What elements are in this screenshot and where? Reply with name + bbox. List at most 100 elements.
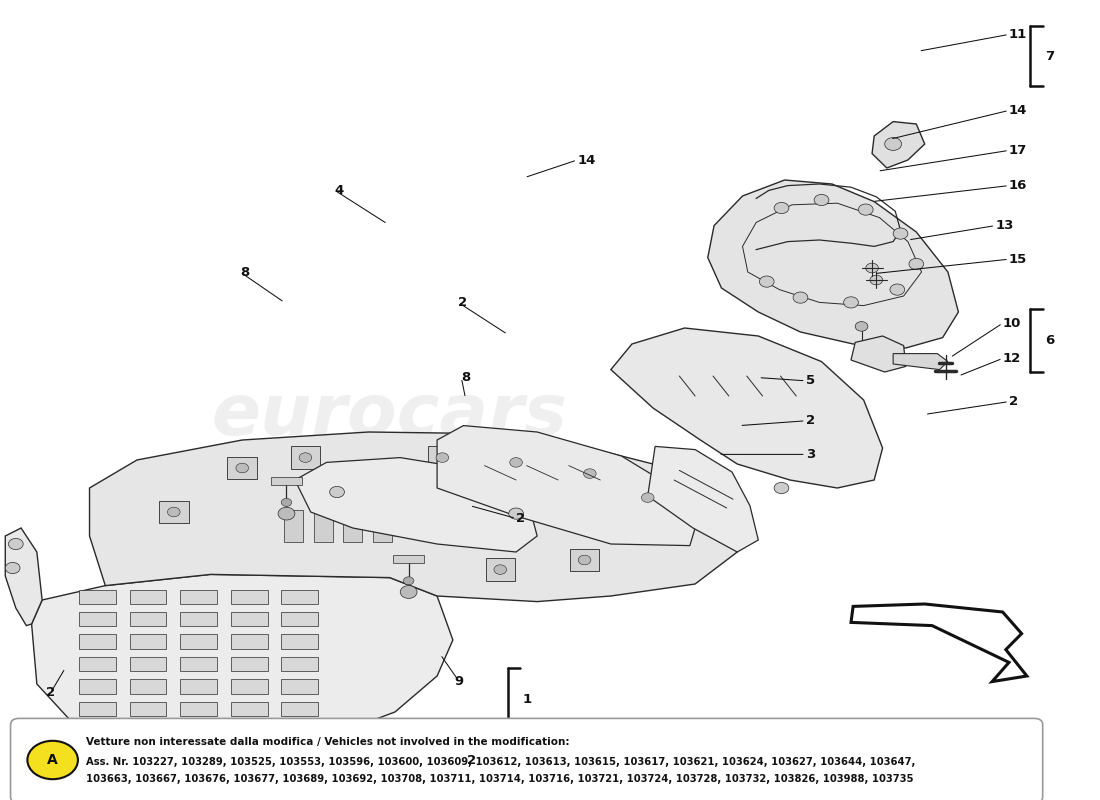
Text: 103663, 103667, 103676, 103677, 103689, 103692, 103708, 103711, 103714, 103716, : 103663, 103667, 103676, 103677, 103689, … xyxy=(87,774,914,784)
Text: 1: 1 xyxy=(522,693,531,706)
Text: 2: 2 xyxy=(516,512,525,525)
Polygon shape xyxy=(851,336,905,372)
Circle shape xyxy=(244,762,261,774)
Polygon shape xyxy=(295,458,537,552)
FancyBboxPatch shape xyxy=(180,612,217,626)
Circle shape xyxy=(436,453,449,462)
FancyBboxPatch shape xyxy=(130,657,166,671)
Text: 4: 4 xyxy=(334,184,344,197)
Polygon shape xyxy=(648,446,758,552)
FancyBboxPatch shape xyxy=(314,510,333,542)
FancyBboxPatch shape xyxy=(79,590,116,604)
Circle shape xyxy=(167,507,180,517)
Text: Ass. Nr. 103227, 103289, 103525, 103553, 103596, 103600, 103609, 103612, 103613,: Ass. Nr. 103227, 103289, 103525, 103553,… xyxy=(87,757,915,766)
Text: A: A xyxy=(47,753,58,767)
Polygon shape xyxy=(872,122,925,168)
Text: 2: 2 xyxy=(805,414,815,427)
Circle shape xyxy=(909,258,924,270)
Circle shape xyxy=(759,276,774,287)
Text: 16: 16 xyxy=(1009,179,1027,192)
FancyBboxPatch shape xyxy=(231,634,267,649)
Text: 3: 3 xyxy=(805,448,815,461)
FancyBboxPatch shape xyxy=(373,510,392,542)
FancyBboxPatch shape xyxy=(271,477,303,485)
Circle shape xyxy=(774,482,789,494)
FancyBboxPatch shape xyxy=(79,634,116,649)
Circle shape xyxy=(235,463,249,473)
FancyBboxPatch shape xyxy=(282,634,318,649)
Circle shape xyxy=(508,508,524,519)
FancyBboxPatch shape xyxy=(570,549,600,571)
Circle shape xyxy=(583,469,596,478)
FancyBboxPatch shape xyxy=(282,590,318,604)
Circle shape xyxy=(855,322,868,331)
Text: 8: 8 xyxy=(240,266,250,278)
Text: 15: 15 xyxy=(1009,253,1027,266)
Text: 7: 7 xyxy=(1045,50,1054,62)
Text: 6: 6 xyxy=(1045,334,1054,347)
FancyBboxPatch shape xyxy=(343,510,362,542)
FancyBboxPatch shape xyxy=(393,555,425,563)
Text: 12: 12 xyxy=(1003,352,1021,365)
FancyBboxPatch shape xyxy=(282,657,318,671)
Text: 9: 9 xyxy=(454,675,464,688)
Text: 14: 14 xyxy=(578,154,595,166)
Circle shape xyxy=(6,562,20,574)
FancyBboxPatch shape xyxy=(282,702,318,716)
Circle shape xyxy=(282,498,292,506)
Text: 8: 8 xyxy=(461,371,471,384)
Circle shape xyxy=(129,762,145,774)
FancyBboxPatch shape xyxy=(485,558,515,581)
FancyBboxPatch shape xyxy=(160,501,188,523)
Circle shape xyxy=(844,297,858,308)
Polygon shape xyxy=(851,604,1027,682)
Polygon shape xyxy=(610,328,882,488)
Circle shape xyxy=(404,577,414,585)
FancyBboxPatch shape xyxy=(231,702,267,716)
Text: Vetture non interessate dalla modifica / Vehicles not involved in the modificati: Vetture non interessate dalla modifica /… xyxy=(87,738,570,747)
Polygon shape xyxy=(707,180,958,348)
Text: 2: 2 xyxy=(459,296,468,309)
FancyBboxPatch shape xyxy=(231,612,267,626)
FancyBboxPatch shape xyxy=(290,446,320,469)
Circle shape xyxy=(308,762,324,774)
Circle shape xyxy=(884,138,902,150)
Text: 14: 14 xyxy=(1009,104,1027,117)
Circle shape xyxy=(858,204,873,215)
FancyBboxPatch shape xyxy=(79,679,116,694)
FancyBboxPatch shape xyxy=(130,590,166,604)
FancyBboxPatch shape xyxy=(130,702,166,716)
Text: 17: 17 xyxy=(1009,144,1027,157)
Ellipse shape xyxy=(340,487,461,537)
FancyBboxPatch shape xyxy=(180,634,217,649)
Text: 2: 2 xyxy=(1009,395,1019,408)
FancyBboxPatch shape xyxy=(79,657,116,671)
Polygon shape xyxy=(89,432,737,602)
Circle shape xyxy=(494,565,507,574)
Text: 13: 13 xyxy=(996,219,1014,232)
Circle shape xyxy=(890,284,904,295)
Text: a passion for parts.live: a passion for parts.live xyxy=(255,462,525,486)
Circle shape xyxy=(893,228,907,239)
FancyBboxPatch shape xyxy=(180,590,217,604)
FancyBboxPatch shape xyxy=(79,702,116,716)
Circle shape xyxy=(400,586,417,598)
FancyBboxPatch shape xyxy=(231,657,267,671)
FancyBboxPatch shape xyxy=(11,718,1043,800)
FancyBboxPatch shape xyxy=(130,612,166,626)
FancyBboxPatch shape xyxy=(79,612,116,626)
FancyBboxPatch shape xyxy=(130,679,166,694)
FancyBboxPatch shape xyxy=(180,679,217,694)
FancyBboxPatch shape xyxy=(282,612,318,626)
Text: 11: 11 xyxy=(1009,28,1027,41)
FancyBboxPatch shape xyxy=(282,679,318,694)
Circle shape xyxy=(509,458,522,467)
FancyBboxPatch shape xyxy=(231,590,267,604)
Text: 5: 5 xyxy=(805,374,815,387)
FancyBboxPatch shape xyxy=(130,634,166,649)
FancyBboxPatch shape xyxy=(231,679,267,694)
Polygon shape xyxy=(6,528,42,626)
Circle shape xyxy=(186,762,204,774)
Circle shape xyxy=(9,538,23,550)
Text: eurocars: eurocars xyxy=(212,382,568,450)
